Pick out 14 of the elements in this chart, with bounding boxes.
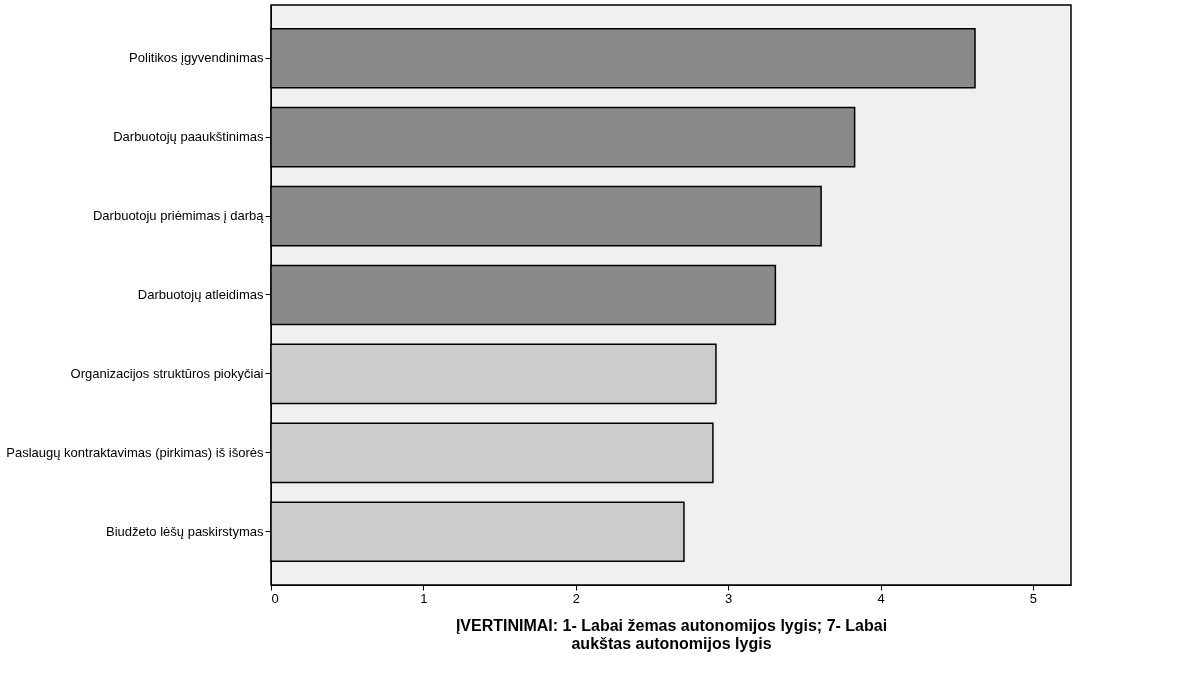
- x-tick-label: 2: [572, 590, 580, 606]
- y-tick-label: Darbuotojų atleidimas: [137, 287, 264, 302]
- x-tick-label: 1: [420, 590, 428, 606]
- y-tick-label: Darbuotojų paaukštinimas: [113, 129, 264, 145]
- y-tick-label: Biudžeto lėšų paskirstymas: [105, 523, 264, 539]
- x-axis-title: ĮVERTINIMAI: 1- Labai žemas autonomijos lygis; 7- Labai aukštas autonomijos lygis: [455, 616, 888, 652]
- y-tick-label: Politikos įgyvendinimas: [129, 50, 264, 66]
- x-tick-label: 4: [877, 590, 885, 606]
- y-tick-label: Darbuotoju priėmimas į darbą: [92, 208, 265, 224]
- y-tick-label: Organizacijos struktūros piokyčiai: [70, 365, 264, 381]
- x-tick-label: 5: [1029, 590, 1038, 606]
- x-tick-label: 3: [725, 590, 733, 606]
- y-tick-label: Paslaugų kontraktavimas (pirkimas) iš išorės: [6, 444, 264, 460]
- x-tick-label: 0: [271, 590, 279, 606]
